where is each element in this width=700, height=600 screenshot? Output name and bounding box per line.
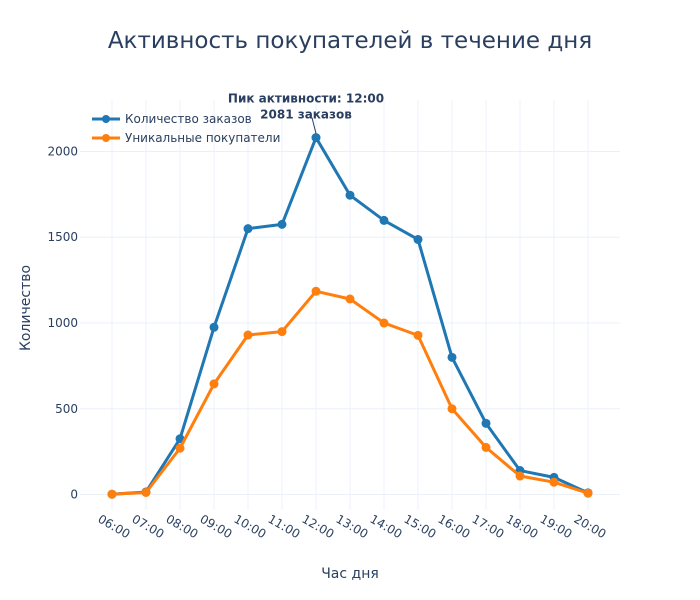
legend-label-orders: Количество заказов [125, 112, 252, 126]
data-point[interactable] [413, 234, 423, 244]
legend-marker-orders [102, 115, 110, 123]
data-point[interactable] [107, 489, 117, 499]
y-axis-title: Количество [18, 265, 34, 351]
data-point[interactable] [277, 327, 287, 337]
y-axis-ticks: 0 500 1000 1500 2000 [47, 144, 78, 501]
x-tick-label: 11:00 [266, 512, 303, 541]
data-point[interactable] [379, 318, 389, 328]
data-point[interactable] [549, 477, 559, 487]
x-tick-label: 12:00 [300, 512, 337, 541]
data-point[interactable] [209, 379, 219, 389]
data-point[interactable] [481, 418, 491, 428]
legend-marker-customers [102, 134, 110, 142]
data-point[interactable] [141, 488, 151, 498]
x-tick-label: 06:00 [96, 512, 133, 541]
legend-label-customers: Уникальные покупатели [125, 131, 280, 145]
x-tick-label: 20:00 [572, 512, 609, 541]
annotation-arrow [311, 117, 317, 134]
y-tick-label: 1500 [47, 230, 78, 244]
x-tick-label: 09:00 [198, 512, 235, 541]
x-tick-label: 15:00 [402, 512, 439, 541]
legend[interactable]: Количество заказов Уникальные покупатели [92, 112, 280, 145]
series-layer [107, 133, 593, 499]
chart-title: Активность покупателей в течение дня [108, 28, 592, 54]
data-point[interactable] [243, 224, 253, 234]
grid [80, 100, 620, 510]
annotation-line-1: Пик активности: 12:00 [228, 92, 384, 106]
data-point[interactable] [175, 443, 185, 453]
x-tick-label: 10:00 [232, 512, 269, 541]
x-tick-label: 19:00 [538, 512, 575, 541]
y-tick-label: 0 [70, 488, 78, 502]
y-tick-label: 2000 [47, 144, 78, 158]
y-tick-label: 500 [55, 402, 78, 416]
x-axis-title: Час дня [321, 566, 379, 582]
x-tick-label: 18:00 [504, 512, 541, 541]
legend-item-orders[interactable]: Количество заказов [92, 112, 252, 126]
data-point[interactable] [311, 133, 321, 143]
y-tick-label: 1000 [47, 316, 78, 330]
annotation: Пик активности: 12:00 2081 заказов [228, 92, 384, 134]
annotation-line-2: 2081 заказов [260, 108, 352, 122]
x-tick-label: 14:00 [368, 512, 405, 541]
data-point[interactable] [345, 190, 355, 200]
data-point[interactable] [277, 219, 287, 229]
x-tick-label: 08:00 [164, 512, 201, 541]
legend-item-customers[interactable]: Уникальные покупатели [92, 131, 280, 145]
data-point[interactable] [413, 330, 423, 340]
data-point[interactable] [515, 471, 525, 481]
data-point[interactable] [481, 442, 491, 452]
x-tick-label: 16:00 [436, 512, 473, 541]
x-axis-ticks: 06:0007:0008:0009:0010:0011:0012:0013:00… [96, 512, 609, 541]
data-point[interactable] [379, 215, 389, 225]
x-tick-label: 17:00 [470, 512, 507, 541]
data-point[interactable] [345, 294, 355, 304]
data-point[interactable] [209, 322, 219, 332]
data-point[interactable] [243, 330, 253, 340]
data-point[interactable] [311, 286, 321, 296]
series-customers [107, 286, 593, 499]
data-point[interactable] [447, 352, 457, 362]
x-tick-label: 13:00 [334, 512, 371, 541]
data-point[interactable] [583, 488, 593, 498]
x-tick-label: 07:00 [130, 512, 167, 541]
data-point[interactable] [447, 404, 457, 414]
